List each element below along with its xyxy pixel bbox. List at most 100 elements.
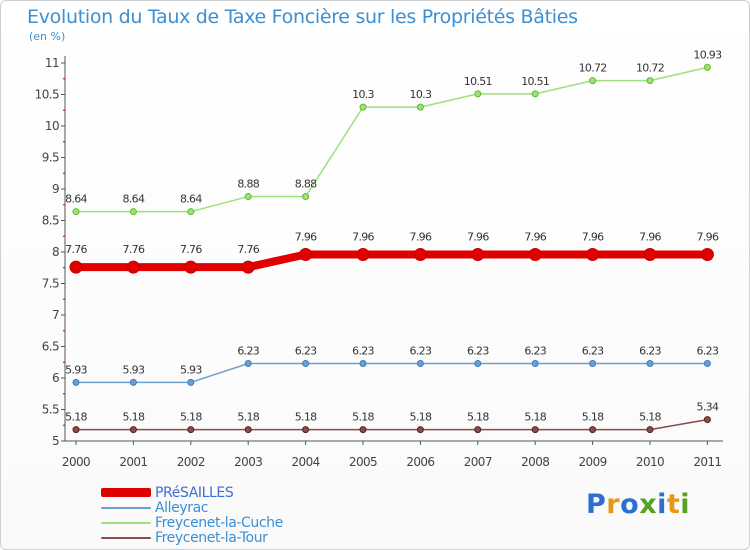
data-point (187, 426, 195, 434)
data-label: 6.23 (410, 345, 432, 358)
data-label: 10.93 (693, 48, 722, 61)
data-label: 10.51 (521, 75, 549, 88)
data-label: 7.96 (295, 231, 317, 244)
data-label: 7.76 (123, 243, 145, 256)
data-label: 6.23 (295, 345, 317, 358)
y-tick-label: 5.5 (42, 403, 59, 417)
legend-label: Alleyrac (155, 499, 209, 516)
data-point (72, 208, 80, 216)
y-tick-label: 7.5 (42, 277, 59, 291)
data-label: 7.96 (352, 231, 374, 244)
legend-swatch (101, 488, 151, 497)
data-label: 5.18 (123, 411, 145, 424)
data-label: 5.93 (123, 363, 145, 376)
data-label: 5.93 (65, 363, 87, 376)
x-tick-label: 2011 (693, 455, 721, 469)
x-tick-label: 2007 (464, 455, 492, 469)
logo-letter: P (586, 489, 607, 520)
x-tick-label: 2001 (119, 455, 147, 469)
data-point (474, 90, 482, 98)
data-point (129, 208, 137, 216)
data-point (531, 90, 539, 98)
data-point (302, 193, 310, 201)
chart-title: Evolution du Taux de Taxe Foncière sur l… (27, 6, 578, 28)
data-point (302, 426, 310, 434)
data-label: 5.18 (524, 411, 546, 424)
data-point (244, 193, 252, 201)
x-tick-label: 2009 (579, 455, 607, 469)
data-label: 10.3 (352, 88, 374, 101)
series-line (75, 418, 709, 431)
data-label: 8.88 (237, 178, 259, 191)
data-point (359, 360, 367, 368)
data-point (643, 248, 657, 262)
data-point (187, 378, 195, 386)
y-tick-label: 11 (45, 56, 59, 70)
legend-swatch (101, 521, 151, 524)
data-point (589, 77, 597, 85)
data-point (413, 248, 427, 262)
data-point (359, 103, 367, 111)
data-label: 7.96 (697, 231, 719, 244)
legend-swatch (101, 506, 151, 509)
data-point (531, 426, 539, 434)
proxiti-logo: Proxiti (586, 489, 690, 520)
y-tick-label: 5 (52, 434, 59, 448)
legend-label: Freycenet-la-Tour (155, 529, 268, 546)
data-point (471, 248, 485, 262)
data-point (589, 360, 597, 368)
data-label: 6.23 (352, 345, 374, 358)
y-tick-label: 6.5 (42, 340, 59, 354)
data-label: 8.64 (65, 193, 87, 206)
data-label: 5.18 (352, 411, 374, 424)
data-label: 10.51 (464, 75, 492, 88)
x-tick-label: 2006 (406, 455, 434, 469)
data-label: 6.23 (237, 345, 259, 358)
data-label: 8.64 (123, 193, 145, 206)
data-label: 7.96 (410, 231, 432, 244)
x-tick-label: 2002 (177, 455, 205, 469)
data-point (241, 260, 255, 274)
data-label: 7.76 (237, 243, 259, 256)
data-point (474, 360, 482, 368)
series-line (75, 66, 709, 213)
legend-item: Alleyrac (101, 499, 283, 516)
y-tick-label: 10 (45, 119, 59, 133)
data-point (589, 426, 597, 434)
data-label: 6.23 (524, 345, 546, 358)
unit-label: (en %) (29, 30, 66, 43)
data-point (72, 378, 80, 386)
data-point (187, 208, 195, 216)
x-tick-label: 2004 (292, 455, 320, 469)
y-tick-label: 10.5 (35, 88, 59, 102)
legend-item: Freycenet-la-Cuche (101, 514, 283, 531)
x-tick-label: 2003 (234, 455, 262, 469)
data-label: 8.64 (180, 193, 202, 206)
data-point (646, 426, 654, 434)
logo-letter: o (620, 489, 640, 520)
data-label: 6.23 (467, 345, 489, 358)
data-label: 5.18 (237, 411, 259, 424)
y-tick-label: 9 (52, 182, 59, 196)
y-tick-label: 8.5 (42, 214, 59, 228)
data-label: 5.18 (295, 411, 317, 424)
y-tick-label: 7 (52, 308, 59, 322)
legend-label: Freycenet-la-Cuche (155, 514, 283, 531)
series-line (72, 250, 712, 272)
data-point (302, 360, 310, 368)
chart-legend: PRéSAILLES Alleyrac Freycenet-la-Cuche Frey… (101, 485, 283, 546)
data-point (299, 248, 313, 262)
data-point (528, 248, 542, 262)
logo-letter: r (606, 489, 621, 520)
legend-item: PRéSAILLES (101, 485, 283, 501)
data-point (184, 260, 198, 274)
data-label: 5.34 (697, 401, 719, 414)
data-point (700, 248, 714, 262)
data-point (474, 426, 482, 434)
data-point (244, 426, 252, 434)
y-tick-label: 8 (52, 245, 59, 259)
data-label: 7.96 (467, 231, 489, 244)
data-point (129, 378, 137, 386)
